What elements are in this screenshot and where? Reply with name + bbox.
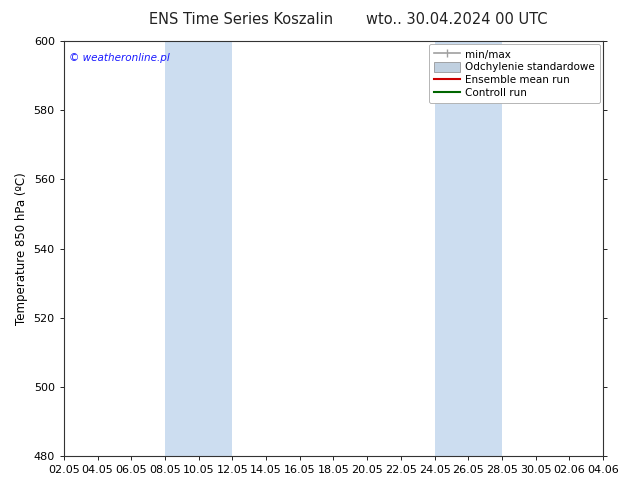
Legend: min/max, Odchylenie standardowe, Ensemble mean run, Controll run: min/max, Odchylenie standardowe, Ensembl… [429, 44, 600, 103]
Y-axis label: Temperature 850 hPa (ºC): Temperature 850 hPa (ºC) [15, 172, 28, 325]
Bar [165, 41, 233, 456]
Text: ENS Time Series Koszalin: ENS Time Series Koszalin [149, 12, 333, 27]
Text: © weatheronline.pl: © weatheronline.pl [69, 53, 170, 64]
Bar [434, 41, 502, 456]
Text: wto.. 30.04.2024 00 UTC: wto.. 30.04.2024 00 UTC [366, 12, 547, 27]
